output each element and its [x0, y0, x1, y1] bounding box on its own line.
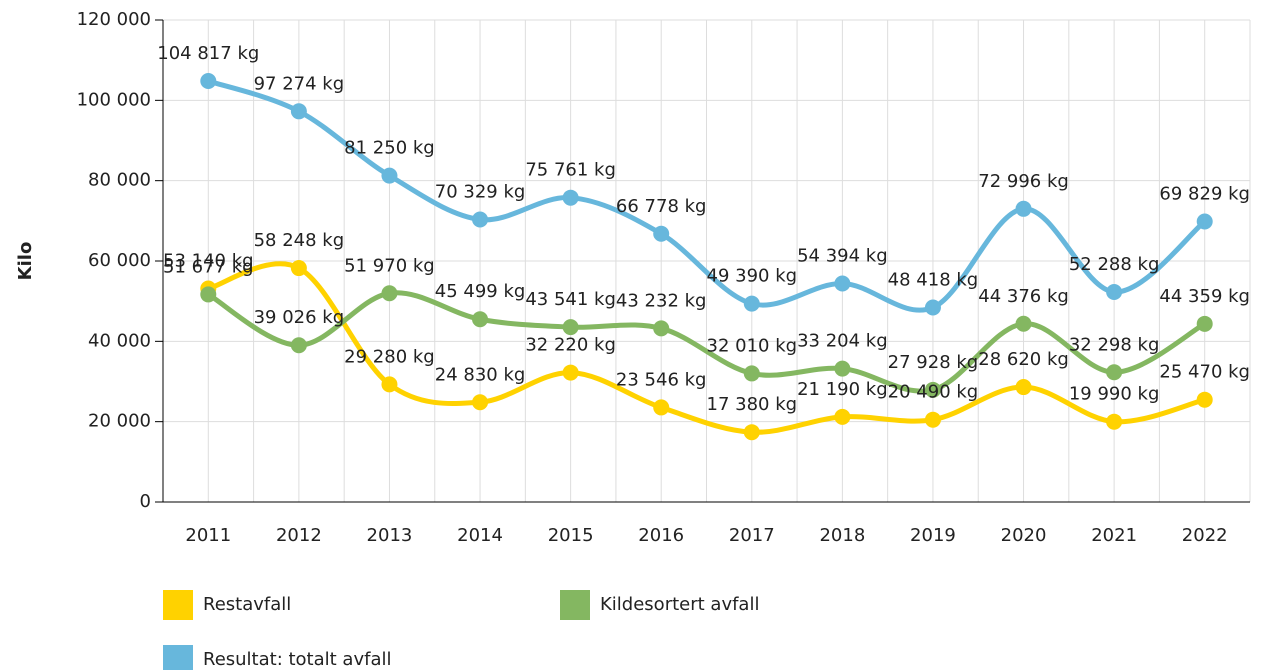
legend-label: Restavfall — [203, 594, 291, 615]
data-label: 51 970 kg — [344, 255, 435, 276]
data-label: 75 761 kg — [525, 160, 616, 181]
data-label: 32 220 kg — [525, 335, 616, 356]
data-label: 49 390 kg — [707, 266, 798, 287]
series-line — [206, 290, 1206, 394]
data-point — [562, 189, 579, 206]
data-label: 39 026 kg — [254, 307, 345, 328]
data-point — [1106, 283, 1123, 300]
data-label: 72 996 kg — [978, 171, 1069, 192]
y-tick-label: 20 000 — [88, 411, 151, 432]
legend-label: Resultat: totalt avfall — [203, 649, 391, 670]
y-tick-label: 0 — [140, 491, 151, 512]
data-point — [472, 211, 489, 228]
y-tick-label: 100 000 — [77, 89, 151, 110]
data-point — [381, 167, 398, 184]
data-point — [653, 399, 670, 416]
data-label: 44 359 kg — [1159, 286, 1250, 307]
x-tick-label: 2014 — [457, 525, 503, 546]
x-tick-label: 2012 — [276, 525, 322, 546]
data-label: 23 546 kg — [616, 369, 707, 390]
data-point — [290, 260, 307, 277]
x-tick-label: 2013 — [367, 525, 413, 546]
data-label: 104 817 kg — [157, 43, 259, 64]
data-point — [834, 360, 851, 377]
data-label: 44 376 kg — [978, 286, 1069, 307]
data-point — [1015, 379, 1032, 396]
data-point — [381, 285, 398, 302]
data-point — [653, 225, 670, 242]
data-point — [200, 72, 217, 89]
data-label: 52 288 kg — [1069, 254, 1160, 275]
data-label: 32 298 kg — [1069, 334, 1160, 355]
y-axis-label: Kilo — [15, 242, 36, 281]
data-label: 53 140 kg — [163, 251, 254, 272]
data-point — [472, 311, 489, 328]
y-tick-label: 120 000 — [77, 9, 151, 30]
data-point — [200, 286, 217, 303]
data-point — [1106, 413, 1123, 430]
data-point — [834, 408, 851, 425]
data-point — [743, 295, 760, 312]
data-point — [743, 424, 760, 441]
data-label: 17 380 kg — [707, 394, 798, 415]
data-point — [924, 381, 941, 398]
data-point — [1015, 315, 1032, 332]
data-label: 45 499 kg — [435, 281, 526, 302]
data-label: 97 274 kg — [254, 73, 345, 94]
data-point — [381, 376, 398, 393]
data-label: 29 280 kg — [344, 346, 435, 367]
x-tick-label: 2016 — [638, 525, 684, 546]
x-tick-label: 2022 — [1182, 525, 1228, 546]
data-point — [472, 394, 489, 411]
data-label: 32 010 kg — [707, 335, 798, 356]
data-label: 25 470 kg — [1159, 362, 1250, 383]
y-tick-label: 80 000 — [88, 170, 151, 191]
data-label: 51 677 kg — [163, 256, 254, 277]
data-label: 70 329 kg — [435, 182, 526, 203]
data-point — [1196, 315, 1213, 332]
data-label: 69 829 kg — [1159, 184, 1250, 205]
x-tick-label: 2015 — [548, 525, 594, 546]
x-tick-label: 2021 — [1091, 525, 1137, 546]
data-point — [290, 103, 307, 120]
data-label: 28 620 kg — [978, 349, 1069, 370]
data-point — [924, 411, 941, 428]
data-point — [834, 275, 851, 292]
y-tick-label: 60 000 — [88, 250, 151, 271]
x-tick-label: 2018 — [819, 525, 865, 546]
data-label: 48 418 kg — [888, 270, 979, 291]
y-tick-label: 40 000 — [88, 330, 151, 351]
x-tick-label: 2020 — [1001, 525, 1047, 546]
data-point — [1196, 213, 1213, 230]
data-label: 81 250 kg — [344, 138, 435, 159]
data-label: 54 394 kg — [797, 246, 888, 267]
data-label: 21 190 kg — [797, 379, 888, 400]
data-point — [562, 319, 579, 336]
data-label: 33 204 kg — [797, 331, 888, 352]
data-point — [1015, 200, 1032, 217]
data-label: 27 928 kg — [888, 352, 979, 373]
data-label: 66 778 kg — [616, 196, 707, 217]
data-point — [653, 320, 670, 337]
data-point — [1196, 391, 1213, 408]
legend-swatch — [163, 590, 193, 620]
x-tick-label: 2019 — [910, 525, 956, 546]
x-tick-label: 2011 — [185, 525, 231, 546]
data-label: 24 830 kg — [435, 364, 526, 385]
legend-label: Kildesortert avfall — [600, 594, 759, 615]
data-label: 20 490 kg — [888, 382, 979, 403]
legend-swatch — [560, 590, 590, 620]
data-label: 58 248 kg — [254, 230, 345, 251]
data-point — [743, 365, 760, 382]
data-label: 43 232 kg — [616, 290, 707, 311]
data-label: 19 990 kg — [1069, 384, 1160, 405]
data-point — [1106, 364, 1123, 381]
data-point — [290, 337, 307, 354]
data-label: 43 541 kg — [525, 289, 616, 310]
data-point — [562, 364, 579, 381]
legend-swatch — [163, 645, 193, 670]
data-point — [924, 299, 941, 316]
x-tick-label: 2017 — [729, 525, 775, 546]
